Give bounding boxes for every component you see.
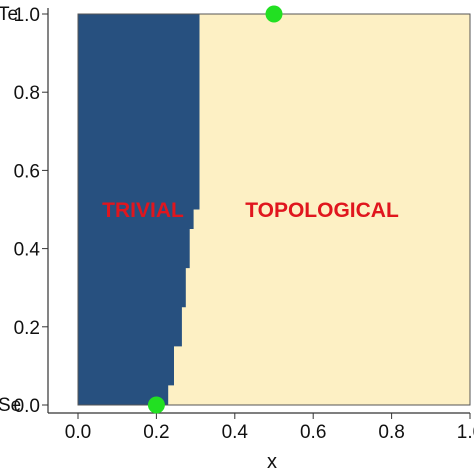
x-ticks: 0.0 0.2 0.4 0.6 0.8 1.0 [65, 413, 474, 443]
y-label-te: Te [0, 4, 18, 25]
y-tick-label: 0.2 [14, 318, 40, 339]
y-tick-label: 0.4 [14, 240, 41, 261]
y-tick-label: 0.0 [14, 396, 40, 417]
region-label-topological: TOPOLOGICAL [245, 199, 399, 222]
x-axis-title: x [267, 451, 277, 473]
y-tick-label: 0.8 [14, 83, 40, 104]
axes: 0.0 0.2 0.4 0.6 0.8 1.0 0.0 0.2 0.4 0.6 0.8 1.0 [14, 5, 474, 443]
region-trivial [78, 14, 200, 405]
y-tick-label: 1.0 [14, 5, 40, 26]
y-label-se: Se [0, 395, 21, 416]
plot-area [78, 14, 470, 405]
x-tick-label: 0.6 [300, 422, 326, 443]
marker-point [147, 396, 165, 414]
y-ticks: 0.0 0.2 0.4 0.6 0.8 1.0 [14, 5, 48, 417]
marker-point [265, 5, 283, 23]
x-tick-label: 0.2 [143, 422, 169, 443]
y-tick-label: 0.6 [14, 161, 40, 182]
x-tick-label: 0.4 [222, 422, 249, 443]
x-tick-label: 0.0 [65, 422, 91, 443]
marker-points [147, 5, 283, 414]
x-tick-label: 1.0 [457, 422, 474, 443]
x-tick-label: 0.8 [378, 422, 404, 443]
region-label-trivial: TRIVIAL [102, 199, 184, 222]
